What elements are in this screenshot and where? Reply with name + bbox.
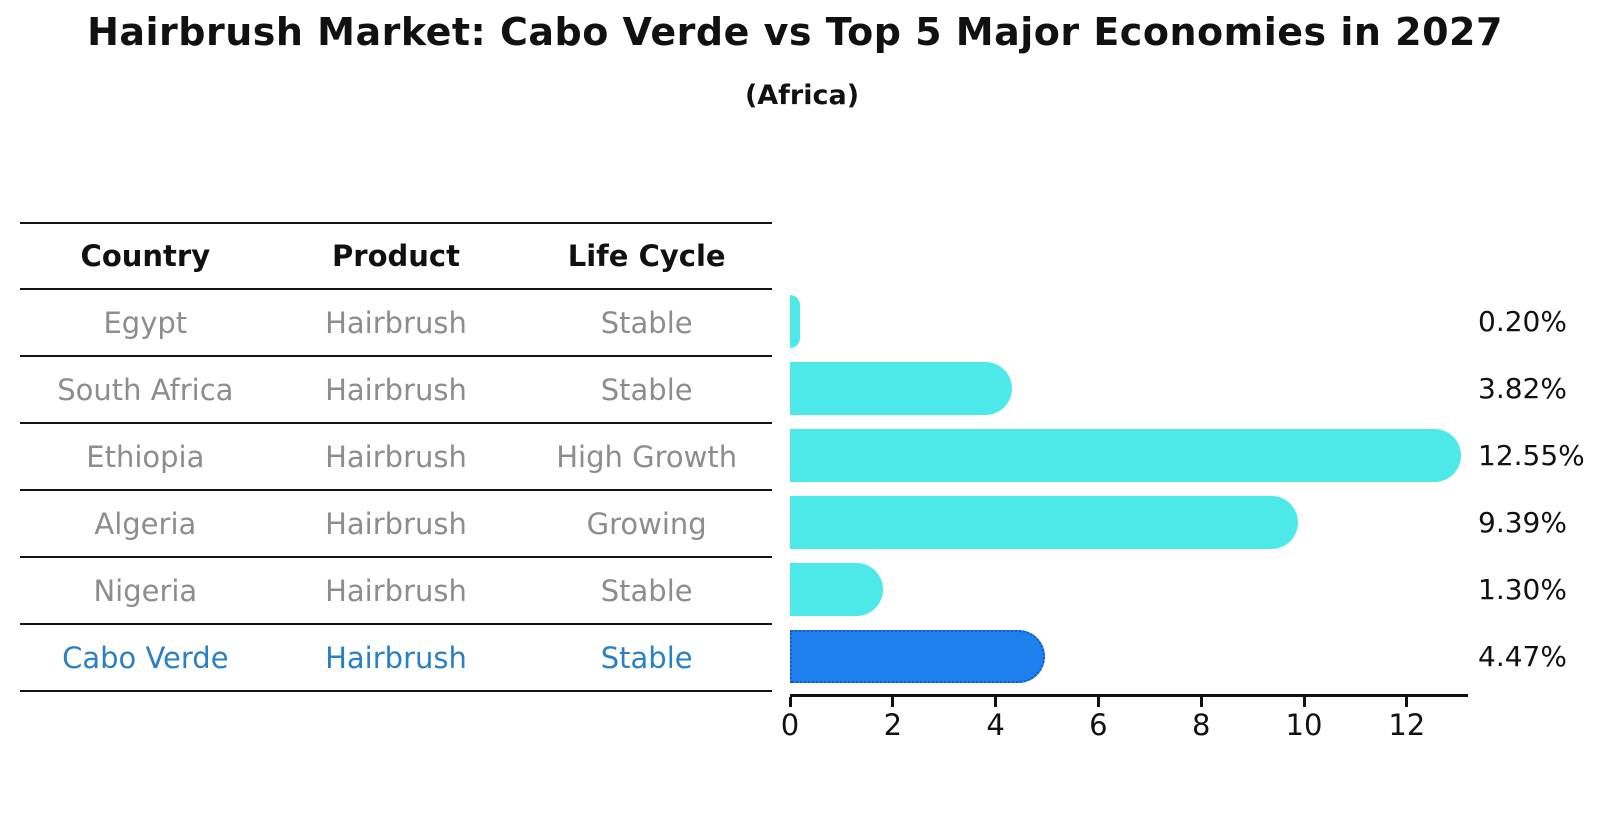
table-row: Algeria Hairbrush Growing xyxy=(20,491,772,558)
table-cell-country: Cabo Verde xyxy=(62,640,229,675)
table-row: Cabo Verde Hairbrush Stable xyxy=(20,625,772,692)
bar-value-label: 1.30% xyxy=(1478,573,1567,606)
x-tick-label: 12 xyxy=(1388,708,1426,742)
country-table: Country Product Life Cycle Egypt Hairbrush S… xyxy=(20,222,772,692)
bar-value-label: 3.82% xyxy=(1478,372,1567,405)
table-header-country: Country xyxy=(80,239,211,273)
bar-nigeria xyxy=(790,563,883,616)
table-cell-country: Egypt xyxy=(103,305,188,340)
bar-egypt xyxy=(790,295,800,348)
table-row: Ethiopia Hairbrush High Growth xyxy=(20,424,772,491)
table-cell-life-cycle: Stable xyxy=(600,372,693,407)
table-rows: Egypt Hairbrush Stable South Africa Hairbrus… xyxy=(20,290,772,692)
table-cell-product: Hairbrush xyxy=(325,372,467,407)
table-cell-product: Hairbrush xyxy=(325,573,467,608)
table-header-product: Product xyxy=(332,239,460,273)
x-axis: 0 2 4 6 8 10 12 xyxy=(781,694,1490,764)
bar-plot xyxy=(790,288,1468,690)
bar-value-label: 12.55% xyxy=(1478,439,1585,472)
chart-title: Hairbrush Market: Cabo Verde vs Top 5 Ma… xyxy=(87,10,1503,54)
bar-value-label: 0.20% xyxy=(1478,305,1567,338)
table-header-life-cycle: Life Cycle xyxy=(567,239,726,273)
table-header-row: Country Product Life Cycle xyxy=(20,224,772,290)
x-tick-label: 6 xyxy=(1089,708,1108,742)
table-row: Nigeria Hairbrush Stable xyxy=(20,558,772,625)
chart-subtitle: (Africa) xyxy=(744,80,860,111)
table-row: Egypt Hairbrush Stable xyxy=(20,290,772,357)
x-tick-mark xyxy=(1096,697,1100,707)
table-cell-life-cycle: Stable xyxy=(600,640,693,675)
bar-row xyxy=(790,489,1468,556)
value-labels: 0.20% 3.82% 12.55% 9.39% 1.30% 4.47% xyxy=(1478,288,1604,690)
x-tick-label: 10 xyxy=(1285,708,1323,742)
x-tick-label: 4 xyxy=(986,708,1005,742)
table-cell-country: Algeria xyxy=(94,506,197,541)
x-tick-label: 0 xyxy=(780,708,800,742)
table-cell-life-cycle: Stable xyxy=(600,573,693,608)
table-cell-life-cycle: Stable xyxy=(600,305,693,340)
table-cell-product: Hairbrush xyxy=(325,305,467,340)
table-cell-product: Hairbrush xyxy=(325,640,467,675)
table-cell-life-cycle: High Growth xyxy=(556,439,738,474)
bar-cabo-verde xyxy=(790,630,1045,683)
x-tick-mark xyxy=(891,697,895,707)
x-tick-mark xyxy=(994,697,998,707)
x-tick-mark xyxy=(1405,697,1409,707)
bar-value-label: 4.47% xyxy=(1478,640,1567,673)
x-axis-line xyxy=(790,694,1468,697)
table-cell-country: South Africa xyxy=(57,372,234,407)
bar-algeria xyxy=(790,496,1298,549)
bar-value-label: 9.39% xyxy=(1478,506,1567,539)
x-tick-mark xyxy=(1199,697,1203,707)
bar-ethiopia xyxy=(790,429,1461,482)
x-tick-mark xyxy=(1302,697,1306,707)
table-cell-product: Hairbrush xyxy=(325,439,467,474)
table-cell-life-cycle: Growing xyxy=(586,506,707,541)
table-cell-country: Nigeria xyxy=(93,573,198,608)
bar-row xyxy=(790,355,1468,422)
bar-row xyxy=(790,556,1468,623)
bar-row xyxy=(790,623,1468,690)
bar-row xyxy=(790,422,1468,489)
x-tick-mark xyxy=(788,697,792,707)
table-cell-product: Hairbrush xyxy=(325,506,467,541)
table-cell-country: Ethiopia xyxy=(86,439,205,474)
table-row: South Africa Hairbrush Stable xyxy=(20,357,772,424)
bar-row xyxy=(790,288,1468,355)
bar-south-africa xyxy=(790,362,1012,415)
x-tick-label: 2 xyxy=(883,708,903,742)
x-tick-label: 8 xyxy=(1191,708,1211,742)
